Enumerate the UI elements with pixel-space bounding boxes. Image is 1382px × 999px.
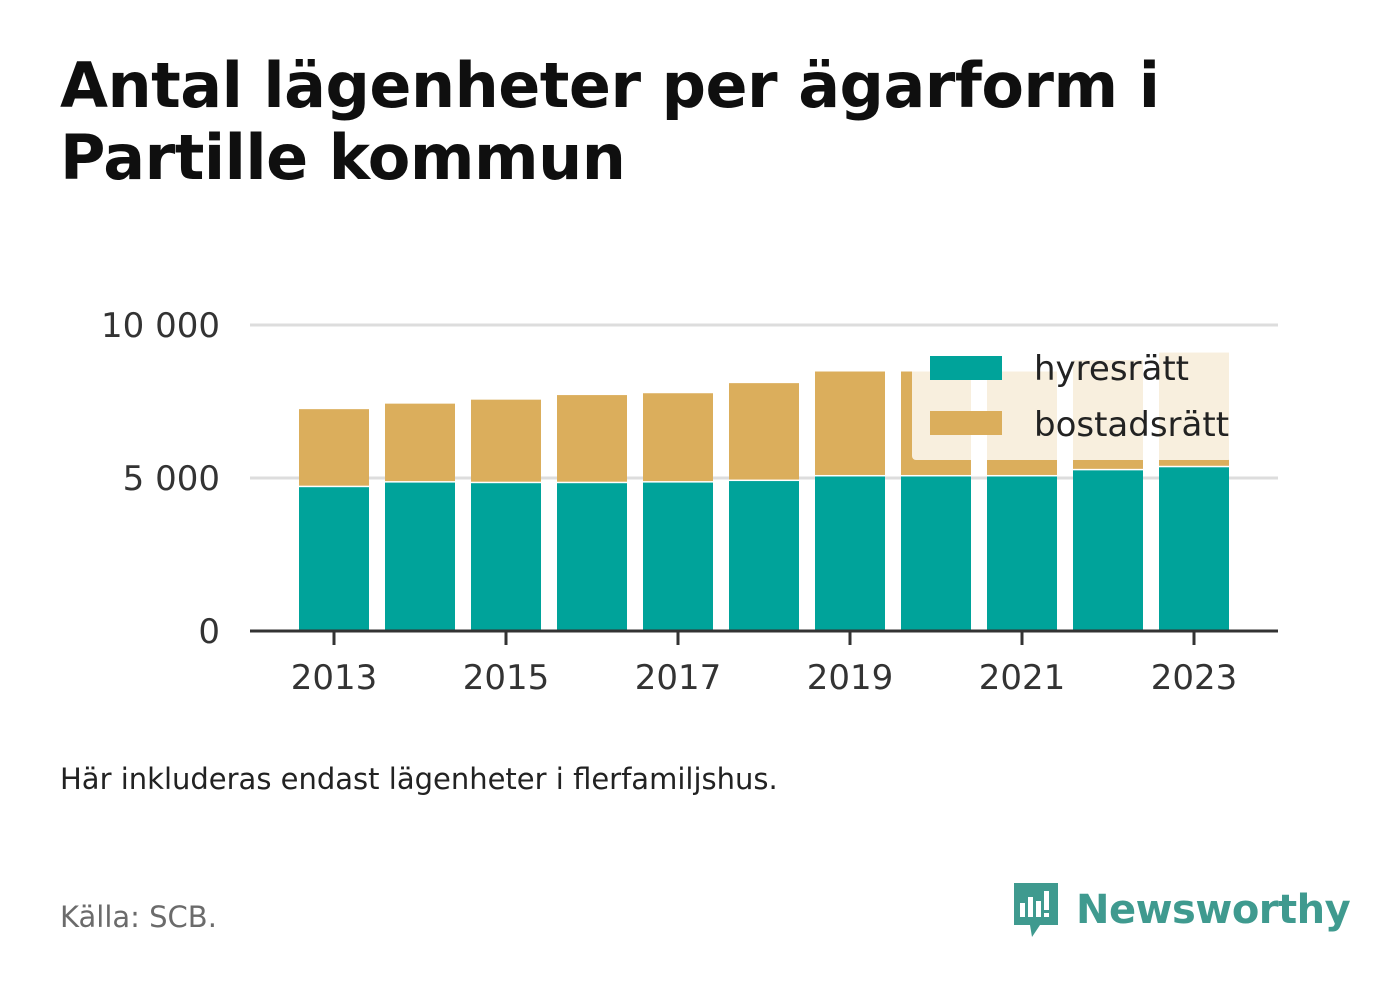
bar-hyresratt-2013 (299, 487, 369, 630)
x-tick-labels: 2013 2015 2017 2019 2021 2023 (291, 658, 1238, 698)
bar-hyresratt-2015 (471, 483, 541, 630)
bar-bostadsratt-2015 (471, 399, 541, 482)
x-tick-label: 2017 (635, 658, 722, 698)
newsworthy-logo-icon (1014, 883, 1058, 937)
legend-label-bostadsratt: bostadsrätt (1034, 405, 1229, 445)
bar-hyresratt-2016 (557, 483, 627, 630)
bar-hyresratt-2023 (1159, 467, 1229, 630)
legend-swatch-hyresratt (930, 356, 1002, 380)
bar-hyresratt-2014 (385, 482, 455, 630)
bar-bostadsratt-2016 (557, 395, 627, 482)
x-tick-label: 2021 (979, 658, 1066, 698)
y-tick-label: 10 000 (101, 306, 220, 346)
x-tick-label: 2019 (807, 658, 894, 698)
legend-label-hyresratt: hyresrätt (1034, 349, 1189, 389)
bar-hyresratt-2020 (901, 476, 971, 630)
y-tick-labels: 0 5 000 10 000 (101, 306, 220, 652)
bar-bostadsratt-2018 (729, 383, 799, 480)
legend-swatch-bostadsratt (930, 411, 1002, 435)
legend: hyresrätt bostadsrätt (912, 340, 1232, 460)
bar-hyresratt-2022 (1073, 470, 1143, 630)
source-credit: Källa: SCB. (60, 900, 217, 934)
newsworthy-logo: Newsworthy (1010, 878, 1351, 942)
chart-title: Antal lägenheter per ägarform i Partille… (60, 49, 1160, 194)
axes (250, 629, 1278, 645)
x-tick-label: 2023 (1151, 658, 1238, 698)
x-tick-label: 2015 (463, 658, 550, 698)
bar-bostadsratt-2014 (385, 403, 455, 482)
x-tick-label: 2013 (291, 658, 378, 698)
newsworthy-logo-text: Newsworthy (1076, 887, 1351, 933)
bar-hyresratt-2021 (987, 476, 1057, 630)
bar-bostadsratt-2017 (643, 393, 713, 482)
chart-note: Här inkluderas endast lägenheter i flerf… (60, 762, 778, 796)
y-tick-label: 5 000 (123, 459, 220, 499)
bar-hyresratt-2017 (643, 482, 713, 630)
y-tick-label: 0 (198, 612, 220, 652)
bar-hyresratt-2018 (729, 481, 799, 630)
bar-bostadsratt-2013 (299, 409, 369, 486)
bar-bostadsratt-2019 (815, 371, 885, 475)
bar-hyresratt-2019 (815, 476, 885, 630)
